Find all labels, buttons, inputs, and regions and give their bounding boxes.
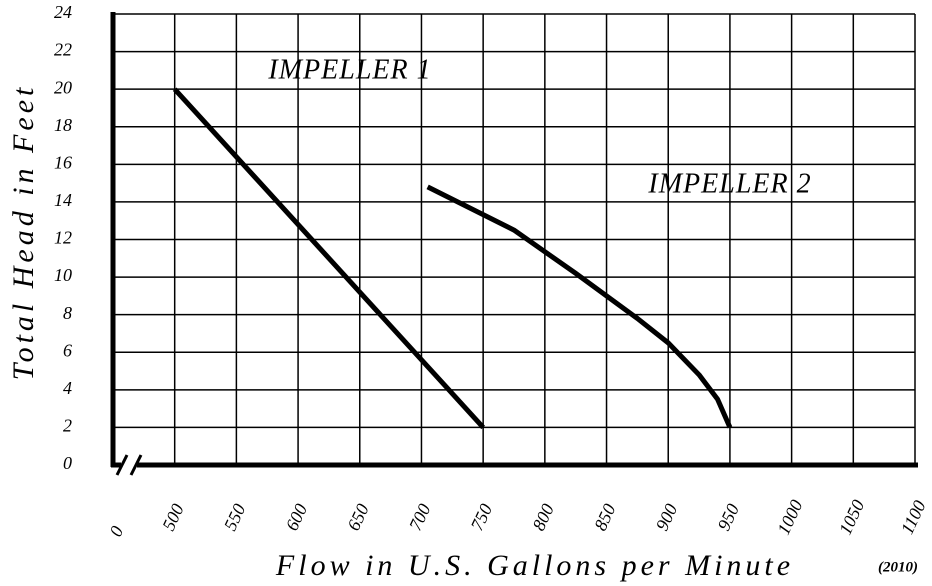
x-tick-label: 650 [343, 501, 373, 534]
x-tick-label: 900 [652, 501, 682, 534]
x-tick-label: 550 [220, 501, 250, 534]
x-tick-label: 800 [528, 501, 558, 534]
y-tick-label: 8 [63, 303, 72, 323]
x-tick-label: 1100 [897, 497, 930, 537]
axis-break [121, 460, 137, 470]
y-tick-label: 24 [54, 2, 72, 22]
x-break-label: 0 [105, 523, 127, 540]
y-tick-label: 10 [54, 265, 72, 285]
x-tick-label: 750 [467, 501, 497, 534]
line [426, 184, 733, 429]
y-tick-label: 18 [54, 115, 72, 135]
y-tick-label: 4 [63, 378, 72, 398]
axis-break-mark [129, 454, 143, 476]
x-tick-label: 700 [405, 501, 435, 534]
x-tick-label: 1050 [835, 497, 868, 538]
x-tick-label: 1000 [773, 497, 806, 538]
y-axis-label: Total Head in Feet [7, 84, 40, 381]
x-tick-label: 950 [713, 501, 743, 534]
y-tick-label: 16 [54, 152, 72, 172]
series-label: IMPELLER 1 [267, 54, 431, 85]
y-tick-label: 6 [63, 340, 72, 360]
x-tick-label: 850 [590, 501, 620, 534]
y-tick-label: 12 [54, 228, 72, 248]
x-axis-label: Flow in U.S. Gallons per Minute [275, 549, 794, 582]
series-label: IMPELLER 2 [647, 168, 811, 199]
y-tick-label: 14 [54, 190, 72, 210]
y-tick-label: 20 [54, 77, 72, 97]
line [172, 87, 486, 430]
y-tick-label: 2 [63, 416, 72, 436]
x-tick-label: 500 [158, 501, 188, 534]
y-tick-label: 0 [63, 453, 72, 473]
note: (2010) [878, 559, 918, 575]
x-tick-label: 600 [282, 501, 312, 534]
axis-break-mark [115, 454, 129, 476]
y-tick-label: 22 [54, 40, 72, 60]
